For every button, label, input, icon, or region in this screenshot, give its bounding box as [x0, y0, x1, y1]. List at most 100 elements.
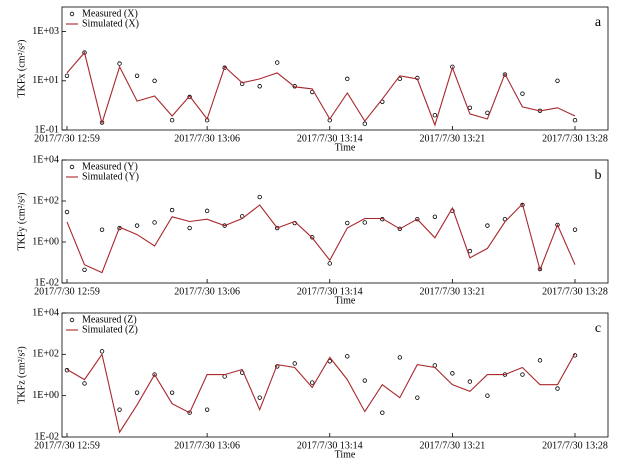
x-axis-label: Time — [335, 142, 356, 153]
y-tick-label: 1E+04 — [32, 154, 59, 165]
data-point — [292, 361, 297, 366]
data-point — [99, 227, 105, 232]
data-point — [292, 84, 297, 89]
series-line — [66, 352, 576, 434]
legend-label: Measured (X) — [82, 8, 138, 19]
data-point — [555, 386, 560, 391]
x-axis-label: Time — [335, 295, 356, 306]
x-tick-label: 2017/7/30 13:06 — [174, 440, 240, 451]
y-tick-label: 1E+00 — [32, 390, 59, 401]
data-point — [502, 216, 508, 222]
data-point — [310, 235, 315, 240]
data-point — [187, 225, 192, 231]
data-point — [257, 395, 262, 400]
plot-frame — [61, 159, 609, 284]
x-tick-label: 2017/7/30 13:21 — [419, 133, 485, 144]
y-axis-label: TKFz (cm²/s²) — [16, 346, 27, 403]
data-point — [204, 407, 210, 412]
data-point — [467, 379, 473, 384]
data-point — [64, 209, 70, 215]
data-point — [555, 78, 560, 83]
data-point — [572, 227, 578, 232]
data-point — [134, 223, 140, 228]
legend-marker — [69, 317, 75, 323]
legend-marker — [69, 164, 75, 170]
plot-frame — [61, 312, 609, 438]
data-point — [222, 223, 227, 228]
x-tick-label: 2017/7/30 13:06 — [174, 133, 240, 144]
y-tick-label: 1E+02 — [32, 195, 59, 206]
data-point — [152, 372, 157, 377]
data-point — [169, 390, 175, 395]
y-tick-label: 1E+00 — [32, 236, 59, 247]
x-tick-label: 2017/7/30 13:06 — [174, 286, 240, 297]
data-point — [169, 118, 175, 123]
x-tick-label: 2017/7/30 13:14 — [297, 440, 363, 451]
data-point — [82, 267, 87, 273]
data-point — [345, 220, 350, 226]
data-point — [64, 73, 70, 78]
data-point — [275, 60, 280, 65]
data-point — [275, 225, 280, 231]
data-point — [257, 194, 262, 200]
data-point — [397, 226, 403, 232]
data-point — [310, 380, 315, 385]
series-line — [66, 51, 576, 127]
x-tick-label: 2017/7/30 12:59 — [34, 286, 100, 297]
data-point — [520, 91, 525, 96]
y-tick-label: 1E+01 — [32, 75, 59, 86]
data-point — [169, 207, 175, 213]
data-point — [380, 410, 385, 415]
data-point — [362, 378, 367, 383]
data-point — [555, 222, 560, 228]
data-point — [362, 220, 367, 225]
data-point — [502, 72, 508, 77]
panel-label: b — [595, 168, 602, 183]
data-point — [82, 381, 87, 386]
data-point — [257, 84, 262, 89]
legend-label: Simulated (Z) — [82, 324, 138, 335]
y-axis-label: TKFy (cm²/s²) — [16, 193, 27, 251]
x-tick-label: 2017/7/30 13:28 — [542, 286, 608, 297]
data-point — [485, 393, 490, 398]
data-point — [397, 355, 403, 360]
data-point — [520, 372, 525, 377]
series-line — [66, 202, 576, 274]
plot-frame — [61, 6, 609, 131]
x-axis-label: Time — [335, 449, 356, 460]
data-point — [134, 73, 140, 78]
x-tick-label: 2017/7/30 13:21 — [419, 286, 485, 297]
data-point — [134, 390, 140, 395]
data-point — [432, 112, 438, 118]
data-point — [117, 61, 122, 66]
data-point — [152, 78, 157, 83]
data-point — [467, 248, 473, 254]
x-tick-label: 2017/7/30 12:59 — [34, 133, 100, 144]
x-tick-label: 2017/7/30 12:59 — [34, 440, 100, 451]
y-tick-label: 1E+03 — [32, 26, 59, 37]
data-point — [432, 363, 438, 368]
y-tick-label: 1E+02 — [32, 349, 59, 360]
data-point — [99, 349, 105, 354]
legend-label: Simulated (X) — [82, 18, 139, 29]
data-point — [415, 395, 420, 400]
y-tick-label: 1E+04 — [32, 307, 59, 318]
data-point — [537, 358, 543, 363]
y-tick-label: 1E-01 — [35, 124, 59, 135]
data-point — [432, 214, 438, 219]
x-tick-label: 2017/7/30 13:14 — [297, 133, 363, 144]
x-tick-label: 2017/7/30 13:28 — [542, 440, 608, 451]
data-point — [152, 220, 157, 225]
data-point — [204, 208, 210, 214]
data-point — [485, 110, 490, 116]
data-point — [187, 410, 192, 415]
legend-label: Measured (Z) — [82, 314, 137, 325]
legend-label: Measured (Y) — [82, 161, 138, 172]
panel-label: c — [595, 321, 601, 336]
data-point — [345, 76, 350, 82]
legend-marker — [69, 11, 75, 17]
data-point — [572, 118, 578, 123]
x-tick-label: 2017/7/30 13:14 — [297, 286, 363, 297]
data-point — [485, 223, 490, 228]
